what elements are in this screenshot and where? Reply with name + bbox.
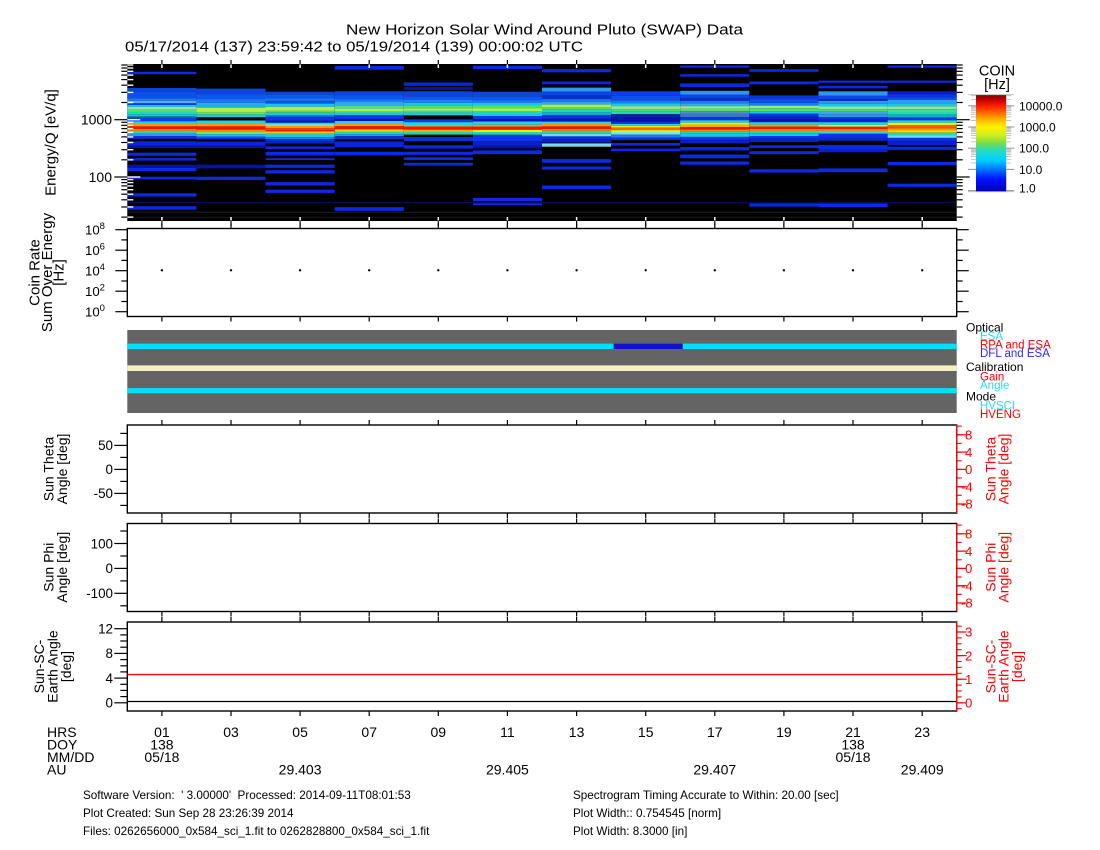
svg-text:-4: -4 xyxy=(961,479,973,494)
svg-text:100.0: 100.0 xyxy=(1019,142,1049,156)
svg-text:10.0: 10.0 xyxy=(1019,163,1043,177)
svg-text:138: 138 xyxy=(150,737,174,753)
svg-text:Plot Width: 8.3000 [in]: Plot Width: 8.3000 [in] xyxy=(573,825,687,838)
svg-text:DOY: DOY xyxy=(47,737,78,753)
svg-text:09: 09 xyxy=(431,724,447,740)
svg-text:Angle [deg]: Angle [deg] xyxy=(54,532,70,603)
svg-text:[Hz]: [Hz] xyxy=(984,77,1010,93)
svg-text:Coin Rate: Coin Rate xyxy=(27,239,44,306)
svg-text:104: 104 xyxy=(85,262,105,279)
svg-text:11: 11 xyxy=(500,724,515,740)
svg-text:102: 102 xyxy=(85,282,105,299)
svg-text:-8: -8 xyxy=(961,497,973,512)
svg-text:23: 23 xyxy=(914,724,930,740)
svg-text:RPA and ESA: RPA and ESA xyxy=(980,340,1051,352)
svg-text:13: 13 xyxy=(569,724,585,740)
svg-text:3: 3 xyxy=(965,625,972,640)
svg-text:Angle: Angle xyxy=(980,380,1009,392)
svg-text:Gain: Gain xyxy=(980,372,1004,384)
svg-text:Spectrogram Timing Accurate to: Spectrogram Timing Accurate to Within: 2… xyxy=(573,789,839,802)
svg-text:03: 03 xyxy=(223,724,239,740)
svg-text:HVENG: HVENG xyxy=(980,409,1021,421)
svg-text:DFL and ESA: DFL and ESA xyxy=(980,348,1050,360)
svg-text:4: 4 xyxy=(965,445,972,460)
svg-text:-100: -100 xyxy=(86,586,113,601)
svg-text:15: 15 xyxy=(638,724,654,740)
svg-text:Plot Created: Sun Sep 28 23:26: Plot Created: Sun Sep 28 23:26:39 2014 xyxy=(83,807,294,820)
svg-text:29.409: 29.409 xyxy=(901,762,944,778)
svg-text:Sum Over Energy: Sum Over Energy xyxy=(39,212,56,332)
svg-text:05/18: 05/18 xyxy=(835,749,870,765)
svg-text:Sun Theta: Sun Theta xyxy=(983,437,999,502)
svg-text:Energy/Q [eV/q]: Energy/Q [eV/q] xyxy=(43,89,60,196)
svg-text:Angle [deg]: Angle [deg] xyxy=(996,434,1012,505)
svg-text:4: 4 xyxy=(106,671,114,686)
svg-text:29.407: 29.407 xyxy=(693,762,736,778)
svg-text:0: 0 xyxy=(106,561,113,576)
svg-text:Angle [deg]: Angle [deg] xyxy=(996,532,1012,603)
svg-text:19: 19 xyxy=(776,724,792,740)
svg-text:1000.0: 1000.0 xyxy=(1019,120,1056,134)
svg-text:2: 2 xyxy=(965,648,972,663)
svg-text:8: 8 xyxy=(965,527,972,542)
svg-text:Calibration: Calibration xyxy=(966,360,1023,374)
svg-text:Sun Phi: Sun Phi xyxy=(41,543,57,592)
svg-text:Mode: Mode xyxy=(966,390,996,404)
svg-text:8: 8 xyxy=(965,428,972,443)
svg-text:100: 100 xyxy=(91,536,113,551)
svg-text:-8: -8 xyxy=(961,596,973,611)
svg-text:Plot Width:: 0.754545 [norm]: Plot Width:: 0.754545 [norm] xyxy=(573,807,721,820)
svg-text:[deg]: [deg] xyxy=(1009,651,1025,682)
svg-text:[Hz]: [Hz] xyxy=(51,259,68,286)
svg-text:0: 0 xyxy=(965,462,972,477)
svg-text:0: 0 xyxy=(965,696,972,711)
svg-text:Files: 0262656000_0x584_sci_1.: Files: 0262656000_0x584_sci_1.fit to 026… xyxy=(83,825,430,838)
svg-text:100: 100 xyxy=(89,169,113,185)
svg-text:05: 05 xyxy=(292,724,308,740)
svg-text:1000: 1000 xyxy=(81,112,112,128)
svg-text:29.403: 29.403 xyxy=(279,762,322,778)
svg-text:0: 0 xyxy=(106,696,113,711)
svg-text:Sun Phi: Sun Phi xyxy=(983,543,999,592)
svg-text:4: 4 xyxy=(965,544,972,559)
svg-text:HRS: HRS xyxy=(47,724,77,740)
svg-text:138: 138 xyxy=(841,737,865,753)
svg-text:07: 07 xyxy=(361,724,377,740)
svg-text:Software Version: ' 3.00000': Software Version: ' 3.00000' Processed: … xyxy=(83,789,411,802)
svg-text:AU: AU xyxy=(47,762,66,778)
svg-text:ESA: ESA xyxy=(980,331,1003,343)
svg-text:21: 21 xyxy=(845,724,861,740)
svg-text:108: 108 xyxy=(85,221,105,238)
svg-text:29.405: 29.405 xyxy=(486,762,529,778)
svg-text:50: 50 xyxy=(98,438,113,453)
svg-text:8: 8 xyxy=(106,646,113,661)
svg-text:12: 12 xyxy=(98,622,113,637)
svg-text:05/18: 05/18 xyxy=(144,749,179,765)
svg-text:Earth Angle: Earth Angle xyxy=(45,630,61,703)
svg-text:-4: -4 xyxy=(961,578,973,593)
svg-text:Sun-SC-: Sun-SC- xyxy=(983,639,999,693)
svg-text:COIN: COIN xyxy=(979,64,1015,80)
svg-text:01: 01 xyxy=(154,724,170,740)
svg-text:17: 17 xyxy=(707,724,723,740)
svg-text:0: 0 xyxy=(106,462,113,477)
svg-text:1: 1 xyxy=(965,672,972,687)
svg-text:100: 100 xyxy=(85,303,105,320)
svg-text:0: 0 xyxy=(965,561,972,576)
svg-text:-50: -50 xyxy=(94,486,113,501)
svg-text:10000.0: 10000.0 xyxy=(1019,100,1063,114)
svg-text:Sun Theta: Sun Theta xyxy=(41,437,57,502)
svg-text:HVSCI: HVSCI xyxy=(980,400,1015,412)
svg-text:Earth Angle: Earth Angle xyxy=(996,630,1012,703)
svg-text:1.0: 1.0 xyxy=(1019,181,1036,195)
svg-text:[deg]: [deg] xyxy=(58,651,74,682)
svg-text:106: 106 xyxy=(85,241,105,258)
svg-text:Optical: Optical xyxy=(966,321,1003,335)
svg-text:MM/DD: MM/DD xyxy=(47,749,94,765)
svg-text:Sun-SC-: Sun-SC- xyxy=(31,639,47,693)
svg-text:Angle [deg]: Angle [deg] xyxy=(54,434,70,505)
svg-text:05/17/2014 (137) 23:59:42 to 0: 05/17/2014 (137) 23:59:42 to 05/19/2014 … xyxy=(125,39,583,56)
svg-text:New Horizon Solar Wind Around: New Horizon Solar Wind Around Pluto (SWA… xyxy=(346,22,744,39)
